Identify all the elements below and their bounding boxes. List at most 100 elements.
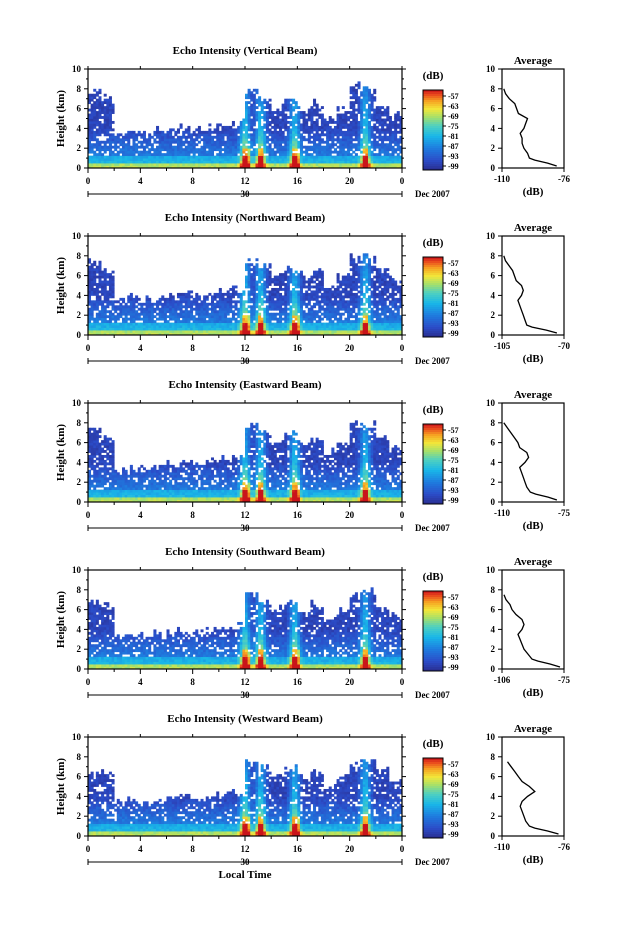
heatmap-cell bbox=[198, 325, 201, 328]
heatmap-cell bbox=[237, 320, 240, 323]
heatmap-cell bbox=[253, 158, 256, 161]
heatmap-cell bbox=[282, 133, 285, 136]
heatmap-cell bbox=[358, 111, 361, 114]
heatmap-cell bbox=[276, 303, 279, 306]
heatmap-cell bbox=[324, 315, 327, 318]
heatmap bbox=[88, 81, 402, 168]
heatmap-cell bbox=[297, 119, 300, 122]
heatmap-cell bbox=[221, 131, 224, 134]
heatmap-cell bbox=[339, 158, 342, 161]
heatmap-cell bbox=[182, 315, 185, 318]
heatmap-cell bbox=[96, 146, 99, 149]
heatmap-cell bbox=[237, 310, 240, 313]
heatmap-cell bbox=[143, 148, 146, 151]
heatmap-cell bbox=[292, 330, 295, 333]
heatmap-cell bbox=[376, 163, 379, 166]
heatmap-cell bbox=[347, 310, 350, 313]
heatmap-cell bbox=[355, 266, 358, 269]
heatmap-cell bbox=[305, 290, 308, 293]
heatmap-cell bbox=[250, 323, 253, 326]
heatmap-cell bbox=[310, 156, 313, 159]
heatmap-cell bbox=[119, 143, 122, 146]
heatmap-cell bbox=[352, 151, 355, 154]
heatmap-cell bbox=[329, 163, 332, 166]
heatmap-cell bbox=[159, 158, 162, 161]
heatmap-cell bbox=[255, 119, 258, 122]
heatmap-cell bbox=[368, 323, 371, 326]
heatmap-cell bbox=[397, 143, 400, 146]
heatmap-cell bbox=[114, 300, 117, 303]
heatmap-cell bbox=[253, 128, 256, 131]
heatmap-cell bbox=[384, 325, 387, 328]
heatmap-cell bbox=[300, 278, 303, 281]
heatmap-cell bbox=[324, 151, 327, 154]
heatmap-cell bbox=[384, 283, 387, 286]
heatmap-cell bbox=[198, 151, 201, 154]
heatmap-cell bbox=[211, 131, 214, 134]
heatmap-cell bbox=[308, 318, 311, 321]
heatmap-cell bbox=[255, 268, 258, 271]
heatmap-cell bbox=[284, 298, 287, 301]
heatmap-cell bbox=[106, 128, 109, 131]
heatmap-cell bbox=[287, 131, 290, 134]
heatmap-cell bbox=[182, 293, 185, 296]
heatmap-cell bbox=[182, 298, 185, 301]
heatmap-cell bbox=[258, 133, 261, 136]
heatmap-cell bbox=[159, 308, 162, 311]
heatmap-cell bbox=[321, 288, 324, 291]
heatmap-cell bbox=[363, 258, 366, 261]
heatmap-cell bbox=[203, 133, 206, 136]
heatmap-cell bbox=[389, 153, 392, 156]
heatmap-cell bbox=[211, 153, 214, 156]
heatmap-cell bbox=[344, 278, 347, 281]
heatmap-cell bbox=[255, 156, 258, 159]
heatmap-cell bbox=[214, 298, 217, 301]
heatmap-cell bbox=[355, 123, 358, 126]
heatmap-cell bbox=[258, 136, 261, 139]
heatmap-cell bbox=[363, 99, 366, 102]
heatmap-cell bbox=[284, 271, 287, 274]
heatmap-cell bbox=[180, 315, 183, 318]
heatmap-cell bbox=[93, 435, 96, 438]
heatmap-cell bbox=[229, 293, 232, 296]
heatmap-cell bbox=[316, 273, 319, 276]
heatmap-cell bbox=[229, 151, 232, 154]
heatmap-cell bbox=[198, 131, 201, 134]
heatmap-cell bbox=[360, 126, 363, 129]
heatmap-cell bbox=[245, 156, 248, 159]
heatmap-cell bbox=[326, 136, 329, 139]
heatmap-cell bbox=[292, 158, 295, 161]
heatmap-cell bbox=[274, 283, 277, 286]
heatmap-cell bbox=[263, 276, 266, 279]
heatmap-cell bbox=[289, 295, 292, 298]
heatmap-cell bbox=[295, 161, 298, 164]
heatmap-cell bbox=[255, 101, 258, 104]
heatmap-cell bbox=[365, 114, 368, 117]
heatmap-cell bbox=[211, 300, 214, 303]
heatmap-cell bbox=[96, 104, 99, 107]
heatmap-cell bbox=[276, 305, 279, 308]
heatmap-cell bbox=[248, 268, 251, 271]
heatmap-cell bbox=[347, 325, 350, 328]
heatmap-cell bbox=[321, 141, 324, 144]
heatmap-cell bbox=[98, 482, 101, 485]
heatmap-cell bbox=[161, 305, 164, 308]
heatmap-cell bbox=[98, 123, 101, 126]
heatmap-cell bbox=[187, 141, 190, 144]
heatmap-cell bbox=[164, 300, 167, 303]
heatmap-cell bbox=[117, 138, 120, 141]
heatmap-cell bbox=[208, 133, 211, 136]
heatmap-cell bbox=[339, 156, 342, 159]
heatmap-cell bbox=[156, 141, 159, 144]
heatmap-cell bbox=[258, 288, 261, 291]
heatmap-cell bbox=[287, 109, 290, 112]
heatmap-cell bbox=[373, 116, 376, 119]
heatmap-cell bbox=[112, 305, 115, 308]
heatmap-cell bbox=[208, 318, 211, 321]
heatmap-cell bbox=[342, 300, 345, 303]
heatmap-cell bbox=[365, 146, 368, 149]
heatmap-cell bbox=[127, 156, 130, 159]
heatmap-cell bbox=[287, 126, 290, 129]
heatmap-cell bbox=[159, 131, 162, 134]
heatmap-cell bbox=[318, 156, 321, 159]
